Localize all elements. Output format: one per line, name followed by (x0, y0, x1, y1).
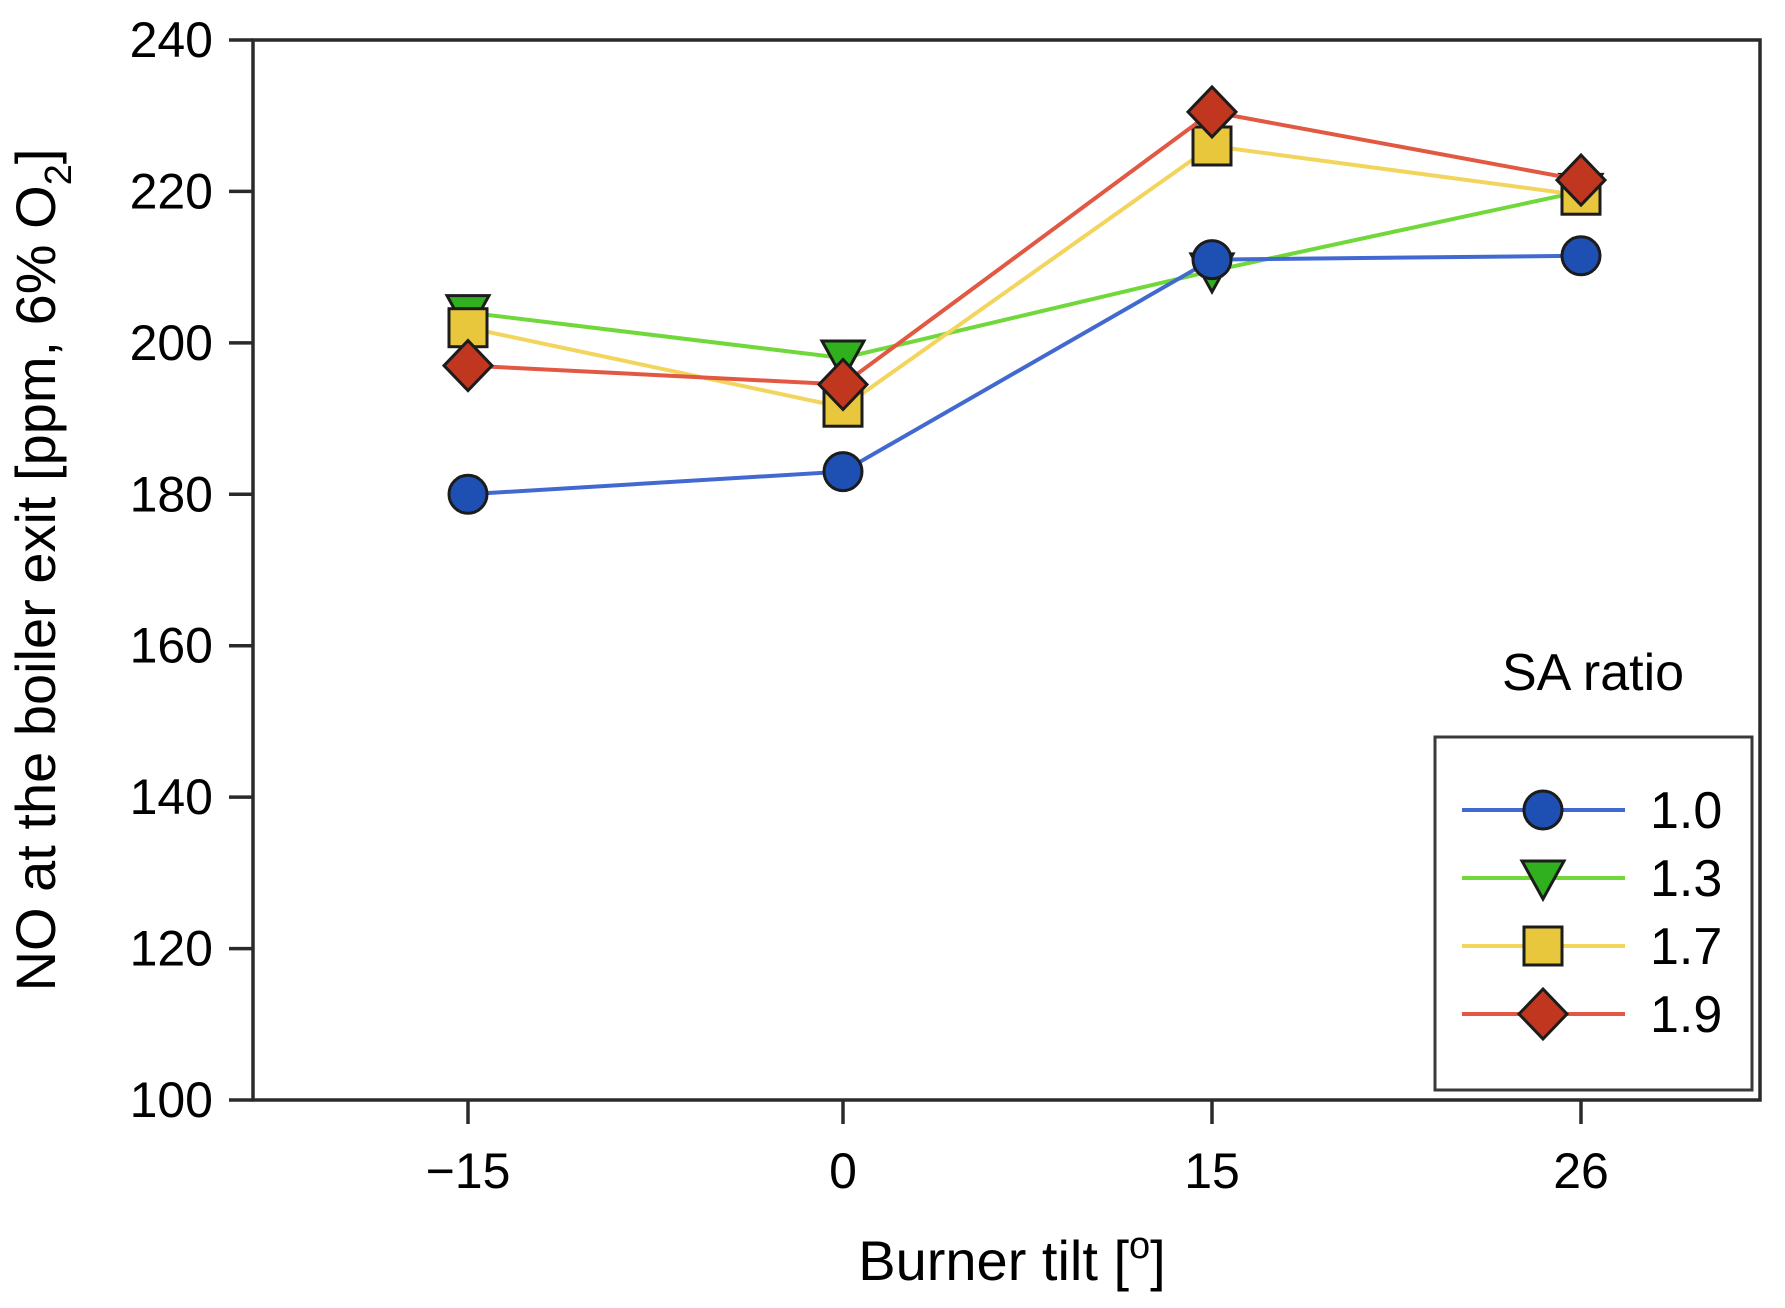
x-tick-label: 0 (829, 1143, 857, 1199)
y-tick-label: 120 (130, 921, 213, 977)
series-line (467, 253, 1582, 497)
y-tick-label: 100 (130, 1072, 213, 1128)
diamond-marker (1516, 986, 1570, 1042)
legend-box (1433, 735, 1754, 1092)
y-tick-label: 240 (130, 12, 213, 68)
legend-label: 1.3 (1650, 850, 1722, 908)
series-1.7 (447, 125, 1602, 428)
x-tick-label: 15 (1184, 1143, 1240, 1199)
circle-marker (447, 473, 489, 515)
axis-titles: Burner tilt [o] NO at the boiler exit [pp… (4, 149, 1166, 1292)
legend-item: 1.7 (1462, 918, 1722, 976)
diamond-marker (441, 338, 495, 393)
circle-marker (1560, 235, 1602, 277)
plot-frame (251, 38, 1762, 1102)
legend-item: 1.9 (1462, 986, 1722, 1044)
square-marker (1522, 925, 1564, 967)
series-1.9 (441, 84, 1608, 412)
plot-border (251, 38, 1762, 1102)
legend-label: 1.7 (1650, 918, 1722, 976)
x-axis-ticks: −15 0 15 26 (426, 1100, 1609, 1199)
x-axis-title: Burner tilt [o] (858, 1225, 1165, 1292)
y-tick-label: 160 (130, 618, 213, 674)
x-tick-label: 26 (1553, 1143, 1609, 1199)
circle-marker (822, 451, 864, 493)
legend-title: SA ratio (1502, 644, 1684, 702)
series-1.0 (447, 235, 1602, 515)
data-series (441, 84, 1608, 515)
legend-label: 1.9 (1650, 986, 1722, 1044)
circle-marker (1191, 239, 1233, 281)
y-tick-label: 200 (130, 315, 213, 371)
series-line (467, 109, 1582, 387)
series-line (467, 189, 1582, 361)
diamond-marker (1554, 152, 1608, 208)
x-tick-label: −15 (426, 1143, 511, 1199)
legend-item: 1.3 (1462, 850, 1722, 908)
y-tick-label: 220 (130, 163, 213, 219)
legend-label: 1.0 (1650, 782, 1722, 840)
diamond-marker (816, 357, 870, 412)
y-axis-title: NO at the boiler exit [ppm, 6% O2] (4, 149, 80, 992)
series-line (467, 143, 1582, 410)
legend-item: 1.0 (1462, 782, 1722, 840)
y-tick-label: 140 (130, 769, 213, 825)
y-axis-ticks: 100 120 140 160 180 200 220 240 (130, 12, 253, 1128)
y-tick-label: 180 (130, 466, 213, 522)
legend: SA ratio 1.0 1.3 1.7 1.9 (1433, 644, 1754, 1092)
circle-marker (1522, 789, 1564, 831)
triangle-down-marker (1519, 859, 1567, 903)
diamond-marker (1185, 84, 1239, 140)
